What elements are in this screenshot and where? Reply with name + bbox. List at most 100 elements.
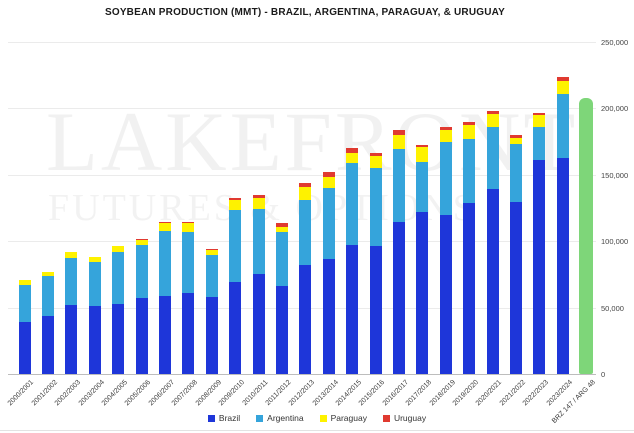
bar-2013-2014 [322, 172, 335, 374]
legend-label: Paraguay [330, 413, 367, 423]
bar-segment-paraguay [486, 114, 499, 128]
ytick-label: 200,000 [601, 104, 629, 114]
bar-segment-brazil [392, 221, 405, 374]
bar-segment-paraguay [88, 257, 101, 263]
legend-swatch-paraguay [319, 414, 327, 422]
bar-segment-uruguay [88, 256, 101, 258]
bar-segment-uruguay [299, 182, 312, 188]
bar-segment-uruguay [182, 221, 195, 223]
bar-2007-2008 [182, 221, 195, 374]
bar-segment-brazil [182, 293, 195, 374]
bar-segment-argentina [322, 187, 335, 259]
legend-swatch-brazil [207, 414, 215, 422]
bar-segment-brazil [439, 215, 452, 374]
bar-segment-paraguay [205, 249, 218, 255]
bar-segment-argentina [486, 127, 499, 189]
bar-segment-paraguay [112, 246, 125, 252]
bar-segment-paraguay [509, 138, 522, 144]
bar-segment-paraguay [439, 130, 452, 142]
bar-segment-uruguay [112, 245, 125, 247]
bar-segment-uruguay [322, 172, 335, 178]
bar-brz-147-arg-48 [579, 97, 594, 374]
bar-segment-paraguay [533, 115, 546, 128]
ytick-label: 150,000 [601, 170, 629, 180]
bar-2023-2024 [556, 76, 569, 374]
bar-segment-brazil [463, 203, 476, 374]
bar-segment-argentina [416, 161, 429, 212]
bar-segment-brazil [229, 282, 242, 374]
bar-segment-brazil [369, 245, 382, 374]
bar-2011-2012 [275, 223, 288, 374]
bar-2016-2017 [392, 130, 405, 374]
bar-segment-uruguay [135, 238, 148, 240]
bar-segment-uruguay [346, 148, 359, 153]
legend-item-argentina: Argentina [256, 413, 304, 423]
bar-segment-paraguay [275, 226, 288, 233]
bar-segment-argentina [346, 163, 359, 245]
bar-segment-brazil [322, 258, 335, 374]
bar-segment-argentina [392, 148, 405, 222]
bar-segment-paraguay [18, 280, 31, 285]
bar-segment-argentina [369, 167, 382, 246]
bar-segment-paraguay [135, 239, 148, 245]
bar-2020-2021 [486, 111, 499, 374]
bar-segment-brazil [88, 306, 101, 374]
bar-segment-paraguay [65, 251, 78, 258]
bar-segment-uruguay [369, 152, 382, 156]
bar-segment-argentina [509, 143, 522, 203]
bar-segment-uruguay [205, 248, 218, 250]
bar-segment-brazil [65, 304, 78, 374]
bar-segment-argentina [252, 208, 265, 275]
bar-2014-2015 [346, 148, 359, 374]
bar-2004-2005 [112, 245, 125, 374]
bar-segment-uruguay [252, 195, 265, 198]
bar-segment-uruguay [158, 221, 171, 223]
bar-segment-brazil [533, 160, 546, 374]
bar-2018-2019 [439, 126, 452, 374]
bar-segment-paraguay [158, 222, 171, 231]
bar-segment-uruguay [463, 122, 476, 126]
bar-segment-brazil [509, 202, 522, 374]
bar-segment-brazil [205, 297, 218, 374]
bar-segment-argentina [182, 231, 195, 293]
bar-segment-paraguay [463, 125, 476, 139]
bar-segment-paraguay [182, 222, 195, 232]
ytick-label: 50,000 [601, 303, 624, 313]
gridline-0 [8, 374, 596, 375]
bar-2000-2001 [18, 279, 31, 374]
bar-2003-2004 [88, 256, 101, 374]
gridline-150000 [8, 174, 596, 176]
bar-segment-argentina [41, 276, 54, 317]
bar-segment-brazil [135, 298, 148, 374]
bar-segment-uruguay [275, 223, 288, 227]
bar-segment-argentina [275, 232, 288, 286]
bar-segment-brazil [18, 321, 31, 374]
bar-2021-2022 [509, 135, 522, 374]
bar-segment-uruguay [392, 130, 405, 135]
bar-segment-argentina [556, 93, 569, 158]
bar-segment-paraguay [252, 197, 265, 209]
bar-segment-brz-147-arg-48-scenario [579, 97, 594, 374]
bar-segment-paraguay [41, 271, 54, 277]
bar-segment-paraguay [369, 155, 382, 168]
bar-segment-brazil [275, 285, 288, 374]
bar-segment-brazil [41, 316, 54, 374]
bar-segment-paraguay [299, 187, 312, 200]
bar-segment-brazil [299, 265, 312, 374]
bar-segment-paraguay [556, 80, 569, 94]
bar-segment-paraguay [416, 147, 429, 162]
ytick-label: 100,000 [601, 237, 629, 247]
legend: Brazil Argentina Paraguay Uruguay [0, 413, 634, 423]
bar-2006-2007 [158, 221, 171, 374]
bottom-divider [0, 430, 634, 431]
bar-2015-2016 [369, 152, 382, 374]
bar-segment-argentina [299, 199, 312, 266]
bar-segment-argentina [463, 138, 476, 204]
bar-segment-argentina [65, 257, 78, 305]
gridline-200000 [8, 108, 596, 110]
legend-label: Argentina [267, 413, 304, 423]
legend-label: Uruguay [393, 413, 427, 423]
legend-swatch-uruguay [382, 414, 390, 422]
bar-segment-brazil [416, 211, 429, 374]
